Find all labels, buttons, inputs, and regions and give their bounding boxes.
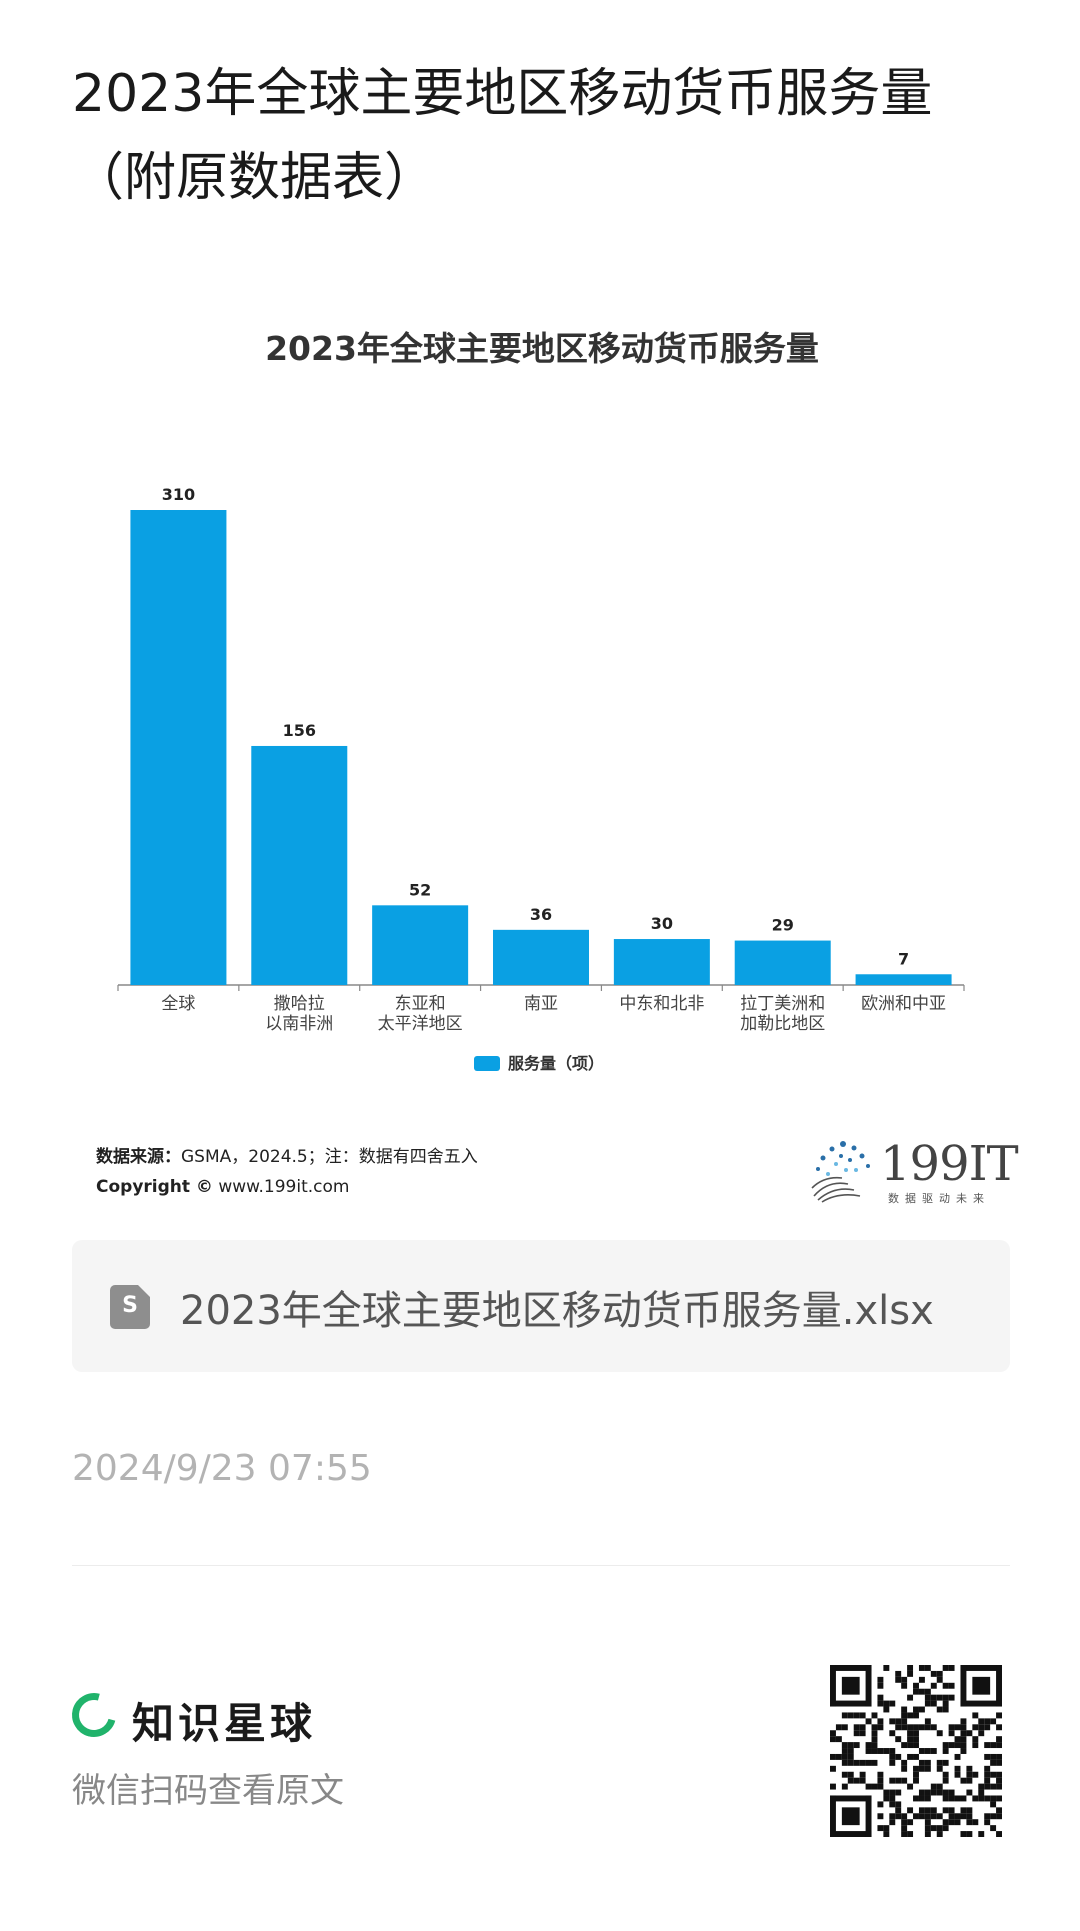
spreadsheet-icon-letter: S <box>122 1293 138 1318</box>
qr-code[interactable] <box>830 1665 1002 1837</box>
data-label: 29 <box>772 916 794 935</box>
logo-dots-icon <box>811 1141 870 1203</box>
spreadsheet-icon: S <box>110 1285 150 1329</box>
logo-tagline: 数据驱动未来 <box>888 1192 990 1205</box>
chart-card: 310 全球 156 撒哈拉 以南非洲 52 东亚和 太平洋地区 36 南亚 30 中东和北非 29 拉丁… <box>72 300 1012 1220</box>
bar <box>251 745 348 985</box>
bar <box>493 929 589 985</box>
brand-name: 知识星球 <box>132 1699 317 1748</box>
chart-title: 2023年全球主要地区移动货币服务量 <box>265 329 819 368</box>
199it-logo: 199IT 数据驱动未来 <box>808 1136 1019 1205</box>
data-label: 30 <box>651 914 673 933</box>
page-title: 2023年全球主要地区移动货币服务量（附原数据表） <box>72 64 933 208</box>
source-text: GSMA，2024.5；注：数据有四舍五入 <box>181 1147 478 1167</box>
x-tick-label: 加勒比地区 <box>740 1014 825 1034</box>
x-tick-label: 中东和北非 <box>619 994 704 1014</box>
x-tick-label: 撒哈拉 <box>274 994 325 1014</box>
divider <box>72 1565 1010 1566</box>
bar <box>855 974 952 985</box>
data-label: 7 <box>898 949 909 968</box>
x-tick-label: 南亚 <box>524 994 558 1014</box>
attachment-card[interactable]: S 2023年全球主要地区移动货币服务量.xlsx <box>72 1240 1010 1372</box>
x-tick-label: 全球 <box>161 994 195 1014</box>
x-tick-label: 拉丁美洲和 <box>740 994 825 1014</box>
bar <box>372 905 469 985</box>
x-tick-label: 太平洋地区 <box>378 1014 463 1034</box>
legend-label: 服务量（项） <box>508 1054 604 1073</box>
post-timestamp: 2024/9/23 07:55 <box>72 1448 372 1489</box>
data-label: 310 <box>162 485 195 504</box>
logo-text: 199IT <box>880 1136 1019 1192</box>
x-tick-label: 欧洲和中亚 <box>861 994 946 1014</box>
brand-subtitle: 微信扫码查看原文 <box>72 1771 344 1811</box>
zsxq-logo-icon <box>63 1684 125 1746</box>
copyright-label: Copyright © <box>96 1177 213 1197</box>
data-label: 156 <box>283 721 316 740</box>
copyright-url: www.199it.com <box>218 1177 350 1197</box>
bar <box>130 510 227 985</box>
x-tick-label: 东亚和 <box>395 994 446 1014</box>
attachment-file-name[interactable]: 2023年全球主要地区移动货币服务量.xlsx <box>180 1288 934 1334</box>
source-note: 数据来源：GSMA，2024.5；注：数据有四舍五入 Copyright © w… <box>96 1142 478 1202</box>
data-label: 36 <box>530 905 552 924</box>
bar <box>613 939 710 985</box>
bar <box>734 940 831 985</box>
legend-swatch <box>474 1056 500 1071</box>
source-label: 数据来源： <box>96 1147 181 1167</box>
x-tick-label: 以南非洲 <box>265 1014 333 1034</box>
data-label: 52 <box>409 880 431 899</box>
